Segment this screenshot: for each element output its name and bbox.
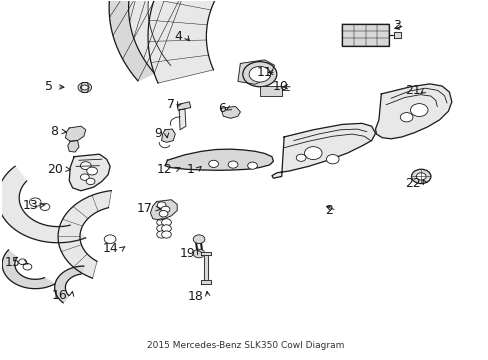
Circle shape [157,231,166,238]
Text: 13: 13 [23,199,39,212]
Circle shape [162,225,171,232]
Text: 9: 9 [154,127,163,140]
Circle shape [81,85,88,90]
Text: 2: 2 [324,204,332,217]
Polygon shape [69,154,110,191]
Circle shape [157,225,166,232]
Text: 22: 22 [405,177,420,190]
Circle shape [19,259,26,265]
Polygon shape [204,253,208,282]
Polygon shape [58,190,111,278]
Circle shape [104,235,116,243]
Circle shape [243,62,276,87]
Circle shape [86,167,97,175]
Circle shape [193,235,204,243]
Circle shape [80,174,89,180]
Circle shape [411,169,430,184]
Polygon shape [162,129,175,142]
Circle shape [159,211,167,217]
Text: 12: 12 [156,163,172,176]
Circle shape [40,203,50,211]
Polygon shape [221,107,240,118]
Circle shape [162,219,171,226]
Circle shape [228,161,238,168]
Polygon shape [2,250,55,289]
Text: 15: 15 [5,256,20,269]
Text: 4: 4 [174,30,182,43]
Polygon shape [164,149,273,170]
Circle shape [80,162,91,170]
Polygon shape [150,200,177,220]
Polygon shape [393,32,400,38]
Polygon shape [109,0,232,81]
Circle shape [157,202,165,208]
Polygon shape [65,126,85,141]
Circle shape [304,147,322,159]
Polygon shape [271,123,375,178]
Polygon shape [179,109,185,130]
Circle shape [248,66,270,82]
Text: 8: 8 [50,125,58,138]
Text: 18: 18 [188,290,203,303]
Polygon shape [148,0,329,83]
Circle shape [162,231,171,238]
Text: 17: 17 [137,202,153,215]
Text: 10: 10 [273,80,288,93]
Text: 11: 11 [256,66,271,79]
Circle shape [208,160,218,167]
Circle shape [161,206,169,213]
Circle shape [410,104,427,117]
Text: 3: 3 [392,19,400,32]
Text: 16: 16 [52,289,68,302]
Polygon shape [375,84,451,139]
Text: 7: 7 [166,98,174,111]
Polygon shape [55,266,83,303]
Polygon shape [201,280,211,284]
Circle shape [296,154,305,161]
Circle shape [86,178,95,185]
Circle shape [29,198,41,207]
Circle shape [326,154,338,164]
Polygon shape [0,166,85,243]
Polygon shape [177,102,190,110]
Text: 2015 Mercedes-Benz SLK350 Cowl Diagram: 2015 Mercedes-Benz SLK350 Cowl Diagram [146,341,343,350]
Circle shape [400,113,412,122]
Polygon shape [128,0,240,73]
Text: 14: 14 [103,242,119,255]
Circle shape [415,173,425,180]
Text: 19: 19 [180,247,195,260]
Circle shape [247,162,257,169]
FancyBboxPatch shape [342,24,388,45]
Circle shape [23,264,32,270]
Circle shape [78,82,91,93]
Text: 5: 5 [45,80,53,93]
Text: 1: 1 [186,163,194,176]
Polygon shape [238,60,274,84]
Text: 20: 20 [47,163,63,176]
Polygon shape [201,252,211,255]
Text: 21: 21 [405,84,420,97]
Circle shape [193,249,204,258]
Text: 6: 6 [218,102,225,115]
Bar [259,86,281,96]
Polygon shape [68,140,79,152]
Circle shape [157,219,166,226]
